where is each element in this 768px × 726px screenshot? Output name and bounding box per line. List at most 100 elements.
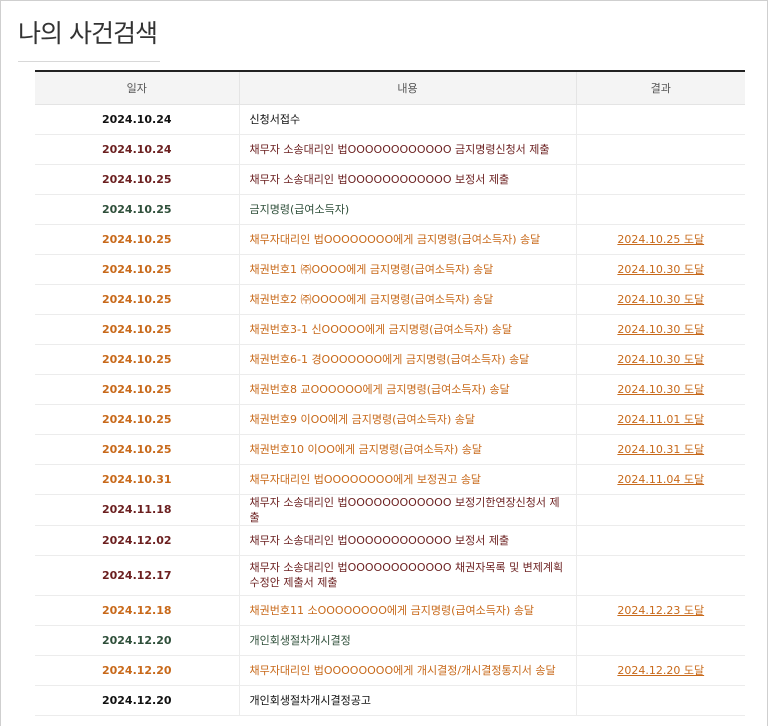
- row-content: 채권번호2 ㈜OOOO에게 금지명령(급여소득자) 송달: [238, 284, 576, 315]
- row-result[interactable]: 2024.10.30 도달: [617, 323, 705, 336]
- table-row: 2024.10.25 채권번호8 교OOOOOO에게 금지명령(급여소득자) 송달…: [35, 374, 745, 405]
- row-result[interactable]: 2024.12.20 도달: [617, 664, 705, 677]
- row-result-cell: 2024.11.01 도달: [575, 404, 745, 435]
- row-result[interactable]: 2024.11.01 도달: [617, 413, 705, 426]
- row-result[interactable]: 2024.10.30 도달: [617, 383, 705, 396]
- table-row: 2024.10.25 금지명령(급여소득자): [35, 194, 745, 225]
- row-content: 채권번호1 ㈜OOOO에게 금지명령(급여소득자) 송달: [238, 254, 576, 285]
- row-content: 채무자대리인 법OOOOOOOO에게 개시결정/개시결정통지서 송달: [238, 655, 576, 686]
- row-date: 2024.11.18: [35, 494, 239, 526]
- case-history-table: 일자 내용 결과 2024.10.24 신청서접수 2024.10.24 채무자 소…: [35, 70, 745, 716]
- table-row: 2024.10.25 채권번호10 이OO에게 금지명령(급여소득자) 송달 202…: [35, 434, 745, 465]
- row-content: 채무자대리인 법OOOOOOOO에게 금지명령(급여소득자) 송달: [238, 224, 576, 255]
- row-content: 채무자 소송대리인 법OOOOOOOOOOOO 보정기한연장신청서 제출: [238, 494, 576, 526]
- row-result-cell: [575, 494, 745, 526]
- row-date: 2024.12.20: [35, 655, 239, 686]
- row-date: 2024.10.25: [35, 374, 239, 405]
- case-history-table-wrapper: 일자 내용 결과 2024.10.24 신청서접수 2024.10.24 채무자 소…: [35, 70, 745, 716]
- row-result[interactable]: 2024.10.31 도달: [617, 443, 705, 456]
- title-divider: [18, 61, 160, 62]
- page-title: 나의 사건검색: [18, 19, 158, 48]
- row-result[interactable]: 2024.10.30 도달: [617, 263, 705, 276]
- row-content: 채무자 소송대리인 법OOOOOOOOOOOO 금지명령신청서 제출: [238, 134, 576, 165]
- row-content: 채권번호9 이OO에게 금지명령(급여소득자) 송달: [238, 404, 576, 435]
- row-date: 2024.10.24: [35, 104, 239, 135]
- row-result-cell: 2024.10.25 도달: [575, 224, 745, 255]
- row-date: 2024.10.25: [35, 254, 239, 285]
- row-result-cell: [575, 164, 745, 195]
- row-date: 2024.10.25: [35, 314, 239, 345]
- table-row: 2024.12.18 채권번호11 소OOOOOOOO에게 금지명령(급여소득자)…: [35, 595, 745, 626]
- row-result-cell: 2024.10.30 도달: [575, 254, 745, 285]
- row-content: 개인회생절차개시결정: [238, 625, 576, 656]
- table-body: 2024.10.24 신청서접수 2024.10.24 채무자 소송대리인 법OOO…: [35, 104, 745, 716]
- row-result-cell: [575, 555, 745, 596]
- row-result-cell: 2024.10.30 도달: [575, 344, 745, 375]
- row-result-cell: 2024.10.31 도달: [575, 434, 745, 465]
- table-row: 2024.11.18 채무자 소송대리인 법OOOOOOOOOOOO 보정기한연장…: [35, 494, 745, 526]
- table-row: 2024.12.20 개인회생절차개시결정공고: [35, 685, 745, 716]
- row-content: 채무자대리인 법OOOOOOOO에게 보정권고 송달: [238, 464, 576, 495]
- header-date: 일자: [35, 70, 239, 105]
- row-date: 2024.10.25: [35, 434, 239, 465]
- row-date: 2024.12.17: [35, 555, 239, 596]
- row-result-cell: [575, 525, 745, 556]
- row-result-cell: 2024.12.20 도달: [575, 655, 745, 686]
- table-row: 2024.10.24 채무자 소송대리인 법OOOOOOOOOOOO 금지명령신청…: [35, 134, 745, 165]
- table-row: 2024.12.20 채무자대리인 법OOOOOOOO에게 개시결정/개시결정통지…: [35, 655, 745, 686]
- row-date: 2024.12.20: [35, 625, 239, 656]
- row-result-cell: [575, 134, 745, 165]
- row-content: 채권번호11 소OOOOOOOO에게 금지명령(급여소득자) 송달: [238, 595, 576, 626]
- table-row: 2024.12.17 채무자 소송대리인 법OOOOOOOOOOOO 채권자목록 …: [35, 555, 745, 596]
- row-result-cell: [575, 194, 745, 225]
- table-row: 2024.10.25 채무자 소송대리인 법OOOOOOOOOOOO 보정서 제출: [35, 164, 745, 195]
- table-row: 2024.10.25 채권번호2 ㈜OOOO에게 금지명령(급여소득자) 송달 20…: [35, 284, 745, 315]
- row-date: 2024.10.24: [35, 134, 239, 165]
- row-content: 신청서접수: [238, 104, 576, 135]
- row-content: 개인회생절차개시결정공고: [238, 685, 576, 716]
- table-row: 2024.10.25 채권번호3-1 신OOOOO에게 금지명령(급여소득자) 송…: [35, 314, 745, 345]
- row-result[interactable]: 2024.12.23 도달: [617, 604, 705, 617]
- row-content: 채무자 소송대리인 법OOOOOOOOOOOO 보정서 제출: [238, 164, 576, 195]
- row-result-cell: 2024.11.04 도달: [575, 464, 745, 495]
- row-result-cell: 2024.12.23 도달: [575, 595, 745, 626]
- row-content: 채권번호6-1 경OOOOOOO에게 금지명령(급여소득자) 송달: [238, 344, 576, 375]
- row-result-cell: 2024.10.30 도달: [575, 314, 745, 345]
- table-row: 2024.10.25 채무자대리인 법OOOOOOOO에게 금지명령(급여소득자)…: [35, 224, 745, 255]
- table-row: 2024.10.25 채권번호1 ㈜OOOO에게 금지명령(급여소득자) 송달 20…: [35, 254, 745, 285]
- row-result-cell: 2024.10.30 도달: [575, 374, 745, 405]
- row-date: 2024.10.31: [35, 464, 239, 495]
- table-row: 2024.10.31 채무자대리인 법OOOOOOOO에게 보정권고 송달 2024…: [35, 464, 745, 495]
- row-date: 2024.10.25: [35, 194, 239, 225]
- table-row: 2024.12.02 채무자 소송대리인 법OOOOOOOOOOOO 보정서 제출: [35, 525, 745, 556]
- table-row: 2024.10.25 채권번호6-1 경OOOOOOO에게 금지명령(급여소득자)…: [35, 344, 745, 375]
- table-row: 2024.10.24 신청서접수: [35, 104, 745, 135]
- row-result[interactable]: 2024.10.30 도달: [617, 353, 705, 366]
- row-content: 채무자 소송대리인 법OOOOOOOOOOOO 보정서 제출: [238, 525, 576, 556]
- row-result[interactable]: 2024.10.30 도달: [617, 293, 705, 306]
- table-row: 2024.10.25 채권번호9 이OO에게 금지명령(급여소득자) 송달 2024…: [35, 404, 745, 435]
- row-content: 채권번호8 교OOOOOO에게 금지명령(급여소득자) 송달: [238, 374, 576, 405]
- row-result[interactable]: 2024.11.04 도달: [617, 473, 705, 486]
- row-date: 2024.12.02: [35, 525, 239, 556]
- table-row: 2024.12.20 개인회생절차개시결정: [35, 625, 745, 656]
- row-result-cell: [575, 625, 745, 656]
- row-date: 2024.12.18: [35, 595, 239, 626]
- row-content: 채권번호10 이OO에게 금지명령(급여소득자) 송달: [238, 434, 576, 465]
- row-result-cell: [575, 104, 745, 135]
- header-content: 내용: [238, 70, 576, 105]
- row-date: 2024.10.25: [35, 164, 239, 195]
- row-date: 2024.10.25: [35, 404, 239, 435]
- row-content: 금지명령(급여소득자): [238, 194, 576, 225]
- header-result: 결과: [575, 70, 745, 105]
- row-date: 2024.10.25: [35, 224, 239, 255]
- row-date: 2024.12.20: [35, 685, 239, 716]
- row-date: 2024.10.25: [35, 284, 239, 315]
- row-result[interactable]: 2024.10.25 도달: [617, 233, 705, 246]
- row-content: 채권번호3-1 신OOOOO에게 금지명령(급여소득자) 송달: [238, 314, 576, 345]
- row-date: 2024.10.25: [35, 344, 239, 375]
- row-result-cell: [575, 685, 745, 716]
- row-result-cell: 2024.10.30 도달: [575, 284, 745, 315]
- table-header-row: 일자 내용 결과: [35, 70, 745, 105]
- row-content: 채무자 소송대리인 법OOOOOOOOOOOO 채권자목록 및 변제계획 수정안…: [238, 555, 576, 596]
